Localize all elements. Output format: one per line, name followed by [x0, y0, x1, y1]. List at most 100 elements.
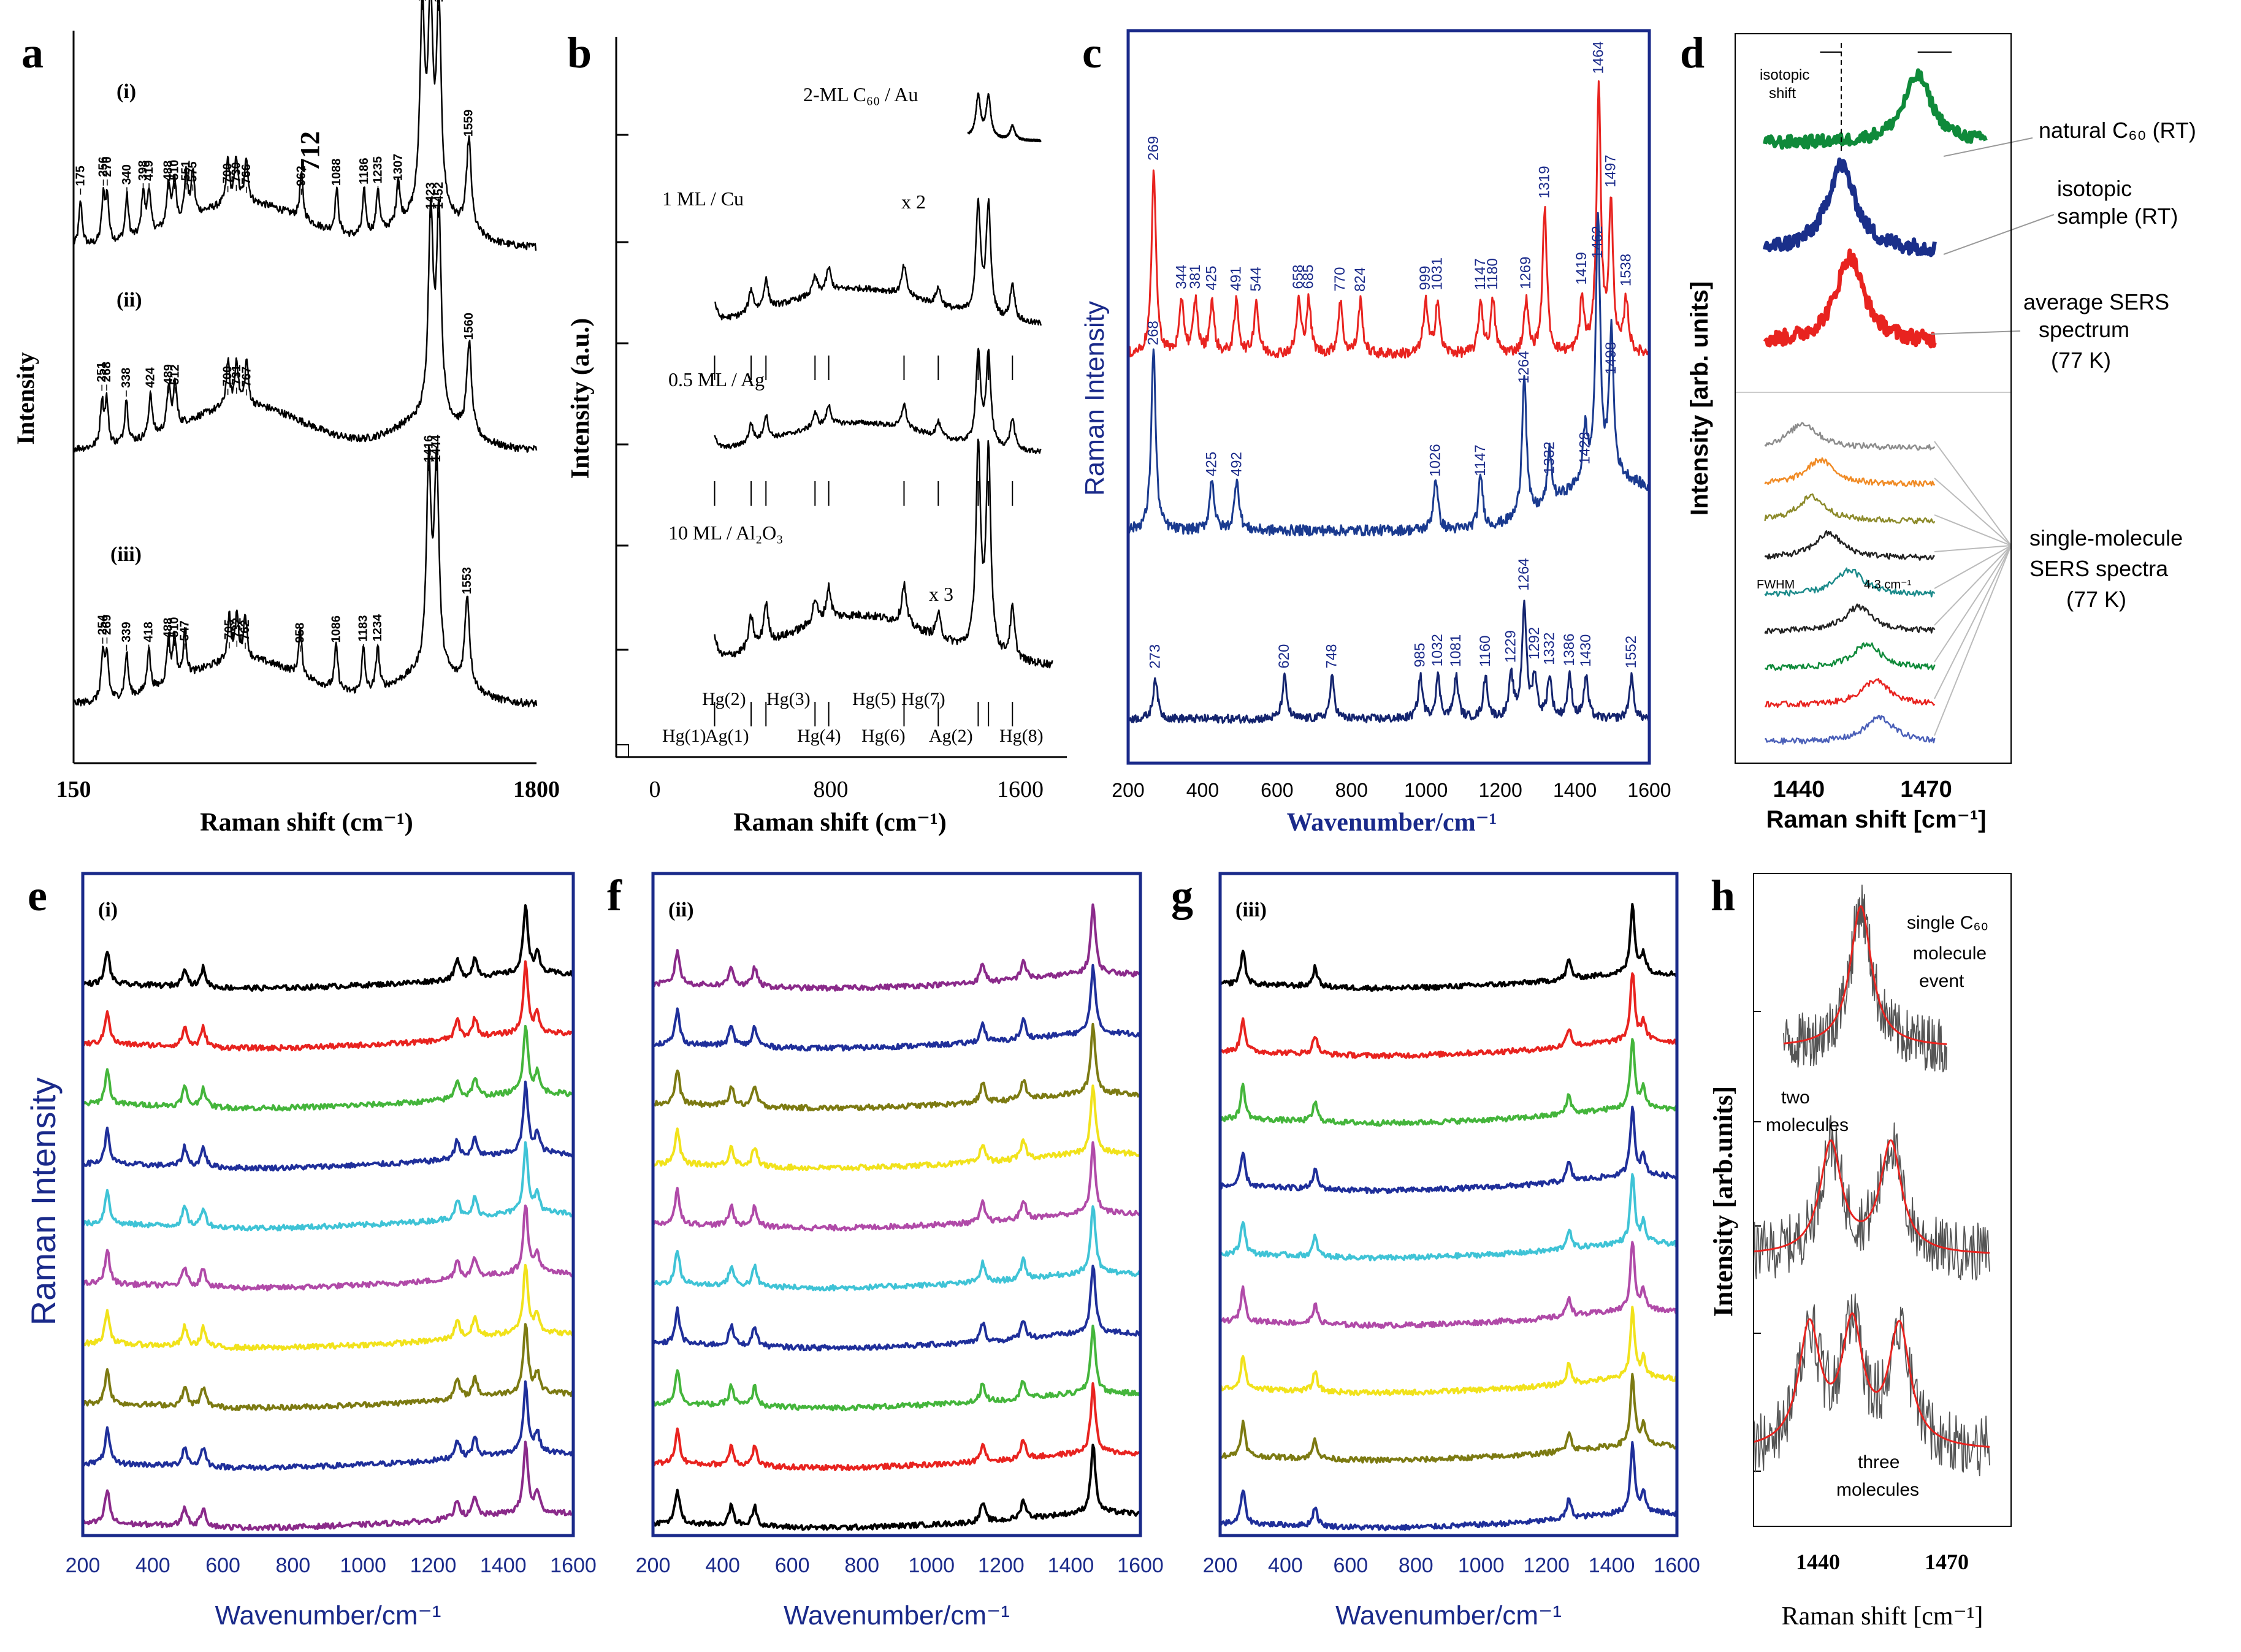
peak-label: 338	[120, 368, 133, 388]
series-label: sample (RT)	[2057, 204, 2178, 229]
panel-letter-e: e	[28, 871, 47, 920]
spectrum-0	[82, 904, 575, 992]
series-label: (ii)	[116, 289, 142, 311]
panel-h: single C₆₀ molecule event two molecules three…	[1708, 885, 1990, 1631]
peak-label: 1269	[1518, 256, 1534, 289]
peak-label: 1147	[1472, 258, 1489, 290]
peak-label: 488	[162, 618, 175, 638]
single-molecule-spectrum	[1764, 493, 1936, 525]
x-tick: 1470	[1900, 777, 1952, 802]
plot-frame	[651, 872, 1142, 1537]
x-tick: 800	[844, 1554, 879, 1577]
x-tick: 1440	[1773, 777, 1825, 802]
spectrum-2	[82, 1024, 575, 1112]
peak-label: 1086	[329, 615, 343, 643]
spectrum-2	[714, 348, 1042, 454]
peak-label: 620	[1276, 644, 1292, 669]
spectrum-3	[652, 1084, 1142, 1171]
spectrum-4	[1219, 1173, 1678, 1262]
peak-label: 1386	[1561, 633, 1578, 666]
peak-label: 1560	[462, 313, 476, 340]
x-tick: 150	[56, 777, 91, 802]
fwhm-label: FWHM	[1757, 578, 1795, 592]
peak-label: 492	[1228, 452, 1245, 476]
series-label: event	[1919, 971, 1964, 991]
scale-label: x 2	[901, 191, 926, 213]
annotation: shift	[1769, 85, 1796, 102]
series-label: (77 K)	[2066, 587, 2126, 612]
panel-letter-b: b	[567, 28, 592, 77]
x-axis-label: Raman shift [cm⁻¹]	[1782, 1602, 1983, 1631]
panel-letter-f: f	[607, 871, 622, 920]
mode-label: Hg(5)	[852, 689, 896, 709]
series-label: (77 K)	[2051, 348, 2111, 373]
x-tick: 1600	[997, 777, 1044, 802]
spectrum-5	[82, 1205, 575, 1292]
x-tick: 1200	[410, 1554, 457, 1577]
peak-label: 1553	[460, 567, 474, 595]
x-tick: 1000	[908, 1554, 955, 1577]
x-tick: 1600	[550, 1554, 597, 1577]
single-molecule-spectrum	[1764, 567, 1936, 598]
peak-label: 767	[240, 367, 253, 387]
plot-frame	[1735, 33, 2012, 764]
leader	[1934, 441, 2012, 546]
peak-label: 398	[136, 161, 150, 181]
peak-label: 824	[1352, 267, 1369, 292]
x-tick: 600	[1261, 779, 1293, 801]
series-label: two	[1781, 1087, 1810, 1108]
spectrum-0	[1220, 903, 1678, 992]
spectrum-7	[1220, 1372, 1678, 1464]
x-tick: 800	[1335, 779, 1368, 801]
peak-label: 547	[178, 620, 192, 641]
series-label: (ii)	[668, 899, 694, 921]
single-molecule-spectrum	[1765, 715, 1936, 745]
spectrum-0	[72, 0, 537, 251]
x-tick: 200	[1112, 779, 1144, 801]
x-tick: 1200	[1479, 779, 1522, 801]
peak-label: 1180	[1484, 258, 1501, 290]
leader	[1931, 330, 2021, 335]
leader	[1934, 514, 2012, 546]
spectrum-0	[1763, 68, 1988, 150]
x-tick: 1000	[340, 1554, 386, 1577]
panel-e: (i) 200 400 600 800 1000 1200 1400 1600 Wavenumbe…	[24, 899, 597, 1631]
x-tick: 0	[649, 777, 661, 802]
spectrum-7	[652, 1324, 1142, 1412]
peak-label: 1264	[1516, 351, 1532, 383]
series-label: single-molecule	[2029, 525, 2183, 550]
panel-letter-d: d	[1680, 28, 1705, 77]
series-label: molecules	[1766, 1115, 1849, 1135]
panel-letter-a: a	[21, 28, 44, 77]
y-axis-label: Raman Intensity	[1080, 301, 1110, 496]
mode-label: Hg(8)	[999, 726, 1044, 746]
peak-label: 685	[1300, 264, 1316, 289]
y-axis-label: Intensity [arb. units]	[1686, 281, 1713, 516]
peak-label: 1234	[371, 614, 384, 641]
spectrum-2	[1763, 248, 1937, 349]
peak-label: 510	[168, 617, 181, 637]
panel-g: (iii) 200 400 600 800 1000 1200 1400 1600 Wavenum…	[1203, 899, 1700, 1631]
series-label: natural C₆₀ (RT)	[2039, 118, 2196, 143]
x-tick: 200	[66, 1554, 101, 1577]
series-label: (iii)	[110, 543, 142, 566]
leader	[1934, 545, 2012, 663]
peak-label: 339	[120, 622, 133, 642]
spectrum-4	[82, 1141, 575, 1231]
x-tick: 1600	[1654, 1554, 1700, 1577]
scale-label: x 3	[929, 583, 953, 605]
peak-label: 1319	[1536, 166, 1552, 199]
plot-frame	[1753, 873, 2012, 1527]
panel-f: (ii) 200 400 600 800 1000 1200 1400 1600 Wavenumb…	[636, 899, 1164, 1631]
spectrum-5	[652, 1205, 1142, 1292]
peak-label: 1031	[1429, 257, 1446, 290]
spectrum-8	[1219, 1441, 1678, 1532]
peak-label: 551	[179, 161, 193, 181]
peak-label: 488	[162, 161, 175, 181]
peak-label: 273	[1147, 644, 1163, 669]
x-tick: 1440	[1796, 1550, 1840, 1574]
x-tick: 800	[1399, 1554, 1434, 1577]
x-axis-label: Raman shift [cm⁻¹]	[1766, 806, 1987, 833]
peak-label: 1186	[357, 158, 371, 184]
x-axis-label: Wavenumber/cm⁻¹	[784, 1601, 1010, 1631]
